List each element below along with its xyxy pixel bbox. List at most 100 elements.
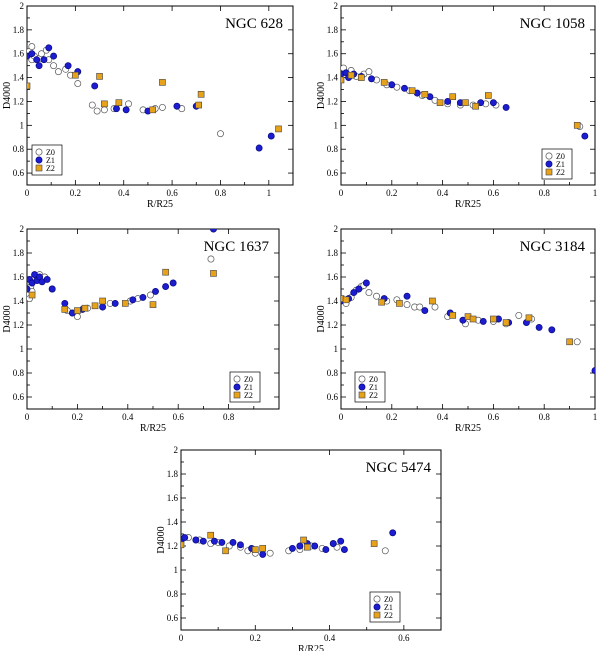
- data-point-z1-15: [255, 144, 263, 152]
- chart-panel-ngc-3184: 0 0.2 0.4 0.6 0.8 1 0.6 0.8 1 1.2 1.4 1.6 1.8 2 R/R25 D…: [316, 224, 598, 434]
- x-tick-label: 0.2: [386, 412, 397, 422]
- y-tick-label: 1.6: [327, 272, 339, 282]
- data-point-z1-13: [311, 542, 319, 550]
- data-point-z1-3: [35, 62, 43, 70]
- data-point-z2-3: [396, 300, 403, 307]
- y-tick-label: 0.6: [13, 168, 25, 178]
- data-point-z1-9: [91, 82, 99, 90]
- legend-marker-z2: [35, 164, 43, 172]
- y-tick-label: 2: [174, 445, 179, 455]
- data-point-z2-6: [303, 543, 311, 551]
- x-tick-label: 0: [179, 633, 184, 643]
- chart-title: NGC 1058: [520, 16, 585, 32]
- y-tick-label: 1.4: [327, 73, 339, 83]
- data-point-z1-7: [236, 541, 244, 549]
- legend-marker-z1: [373, 603, 381, 611]
- x-tick-label: 0.4: [122, 412, 134, 422]
- data-point-z1-15: [548, 326, 556, 334]
- x-tick-label: 0.6: [488, 188, 500, 198]
- x-tick-label: 1: [593, 412, 598, 422]
- data-point-z1-14: [322, 546, 330, 554]
- legend-label: Z0: [244, 375, 253, 384]
- legend-marker-z2: [233, 391, 241, 399]
- y-tick-label: 1.8: [327, 25, 339, 35]
- y-tick-label: 0.8: [13, 368, 25, 378]
- legend-marker-z1: [545, 160, 553, 168]
- x-tick-label: 0.4: [324, 633, 336, 643]
- x-tick-label: 0: [339, 412, 344, 422]
- data-point-z1-8: [48, 285, 56, 293]
- data-point-z2-9: [502, 319, 510, 326]
- y-tick-label: 1.2: [327, 320, 338, 330]
- legend-marker-z1: [35, 156, 43, 164]
- data-point-z0-6: [38, 50, 45, 58]
- y-tick-label: 2: [334, 1, 339, 11]
- data-point-z1-6: [403, 292, 411, 300]
- x-tick-label: 0.4: [437, 188, 449, 198]
- legend-marker-z0: [373, 595, 381, 603]
- legend-marker-z0: [35, 148, 43, 156]
- data-point-z0-21: [573, 338, 581, 346]
- data-point-z1-9: [459, 316, 467, 324]
- data-point-z2-5: [149, 106, 157, 114]
- data-points: [341, 64, 589, 140]
- data-point-z1-4: [362, 279, 370, 287]
- y-tick-label: 1: [20, 120, 25, 130]
- data-point-z0-2: [28, 43, 36, 51]
- data-point-z2-3: [380, 79, 388, 86]
- data-point-z0-18: [125, 100, 133, 108]
- data-point-z1-7: [64, 62, 72, 70]
- data-point-z1-12: [99, 303, 107, 311]
- y-tick-label: 1.8: [327, 248, 339, 258]
- data-point-z2-11: [573, 122, 581, 129]
- y-tick-label: 2: [20, 224, 25, 234]
- data-point-z2-6: [436, 99, 444, 106]
- data-point-z1-16: [591, 367, 595, 375]
- data-point-z2-4: [91, 302, 99, 310]
- data-points: [341, 279, 595, 375]
- x-tick-label: 0.2: [72, 412, 83, 422]
- data-point-z2-4: [115, 99, 123, 106]
- legend-label: Z2: [384, 611, 393, 620]
- data-point-z2-7: [195, 101, 202, 109]
- y-tick-label: 1.4: [13, 296, 25, 306]
- data-point-z1-13: [111, 299, 119, 307]
- y-tick-label: 1.8: [13, 248, 25, 258]
- legend-marker-z1: [358, 383, 366, 391]
- data-point-z2-9: [472, 102, 479, 110]
- data-point-z2-3: [101, 100, 108, 108]
- data-point-z2-1: [72, 71, 79, 79]
- data-point-z2-6: [121, 300, 129, 307]
- data-point-z2-4: [259, 545, 267, 552]
- data-point-z1-11: [296, 542, 304, 550]
- data-point-z2-2: [74, 307, 81, 314]
- x-tick-label: 1: [267, 188, 272, 198]
- data-point-z1-19: [210, 229, 217, 233]
- data-point-z2-7: [449, 93, 457, 100]
- data-point-z0-19: [515, 311, 523, 319]
- legend-label: Z0: [556, 152, 565, 161]
- data-point-z1-2: [350, 289, 358, 297]
- chart-panel-ngc-5474: 0 0.2 0.4 0.6 0.6 0.8 1 1.2 1.4 1.6 1.8 2 R/R25 D4000…: [156, 445, 442, 651]
- chart-title: NGC 1637: [204, 239, 270, 255]
- data-point-z2-2: [96, 73, 103, 80]
- data-point-z2-3: [251, 546, 259, 553]
- data-point-z1-1: [28, 50, 36, 58]
- legend-label: Z0: [46, 148, 55, 157]
- data-point-z1-9: [259, 550, 267, 558]
- y-tick-label: 1.8: [167, 469, 179, 479]
- x-tick-label: 0.2: [70, 188, 81, 198]
- data-points: [27, 43, 282, 152]
- data-point-z2-5: [99, 297, 106, 305]
- data-point-z1-4: [40, 56, 48, 64]
- data-point-z2-10: [525, 314, 533, 322]
- data-point-z2-2: [378, 298, 385, 306]
- legend-marker-z0: [358, 375, 366, 383]
- x-axis-label: R/R25: [455, 423, 481, 434]
- data-point-z2-0: [341, 76, 345, 84]
- data-point-z1-14: [502, 103, 510, 111]
- y-tick-label: 1.2: [13, 96, 24, 106]
- y-tick-label: 1: [334, 120, 339, 130]
